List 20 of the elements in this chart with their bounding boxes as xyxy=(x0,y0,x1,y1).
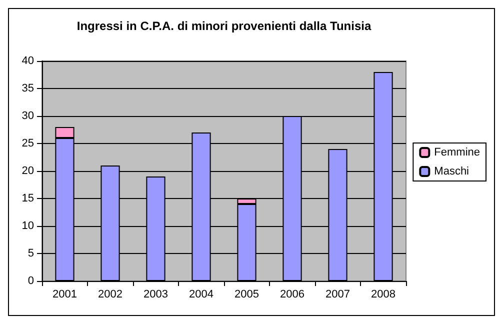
x-tick-label: 2004 xyxy=(189,288,214,300)
y-tick-label: 15 xyxy=(22,192,34,204)
y-tick-label: 5 xyxy=(28,248,34,260)
y-tick-label: 35 xyxy=(22,82,34,94)
y-tick-label: 25 xyxy=(22,138,34,150)
chart-title: Ingressi in C.P.A. di minori provenienti dalla Tunisia xyxy=(76,19,372,33)
legend-label: Maschi xyxy=(434,166,469,178)
y-tick-label: 10 xyxy=(22,220,34,232)
x-tick-label: 2001 xyxy=(52,288,77,300)
x-tick-label: 2005 xyxy=(234,288,259,300)
x-tick-label: 2006 xyxy=(280,288,304,300)
x-tick-label: 2007 xyxy=(326,288,350,300)
legend-label: Femmine xyxy=(434,146,480,158)
y-tick-label: 30 xyxy=(22,110,34,122)
y-tick-label: 40 xyxy=(22,55,34,67)
x-tick-label: 2008 xyxy=(371,288,396,300)
x-tick-label: 2003 xyxy=(144,288,168,300)
y-tick-label: 0 xyxy=(28,275,34,287)
y-tick-label: 20 xyxy=(22,165,34,177)
x-tick-label: 2002 xyxy=(98,288,122,300)
